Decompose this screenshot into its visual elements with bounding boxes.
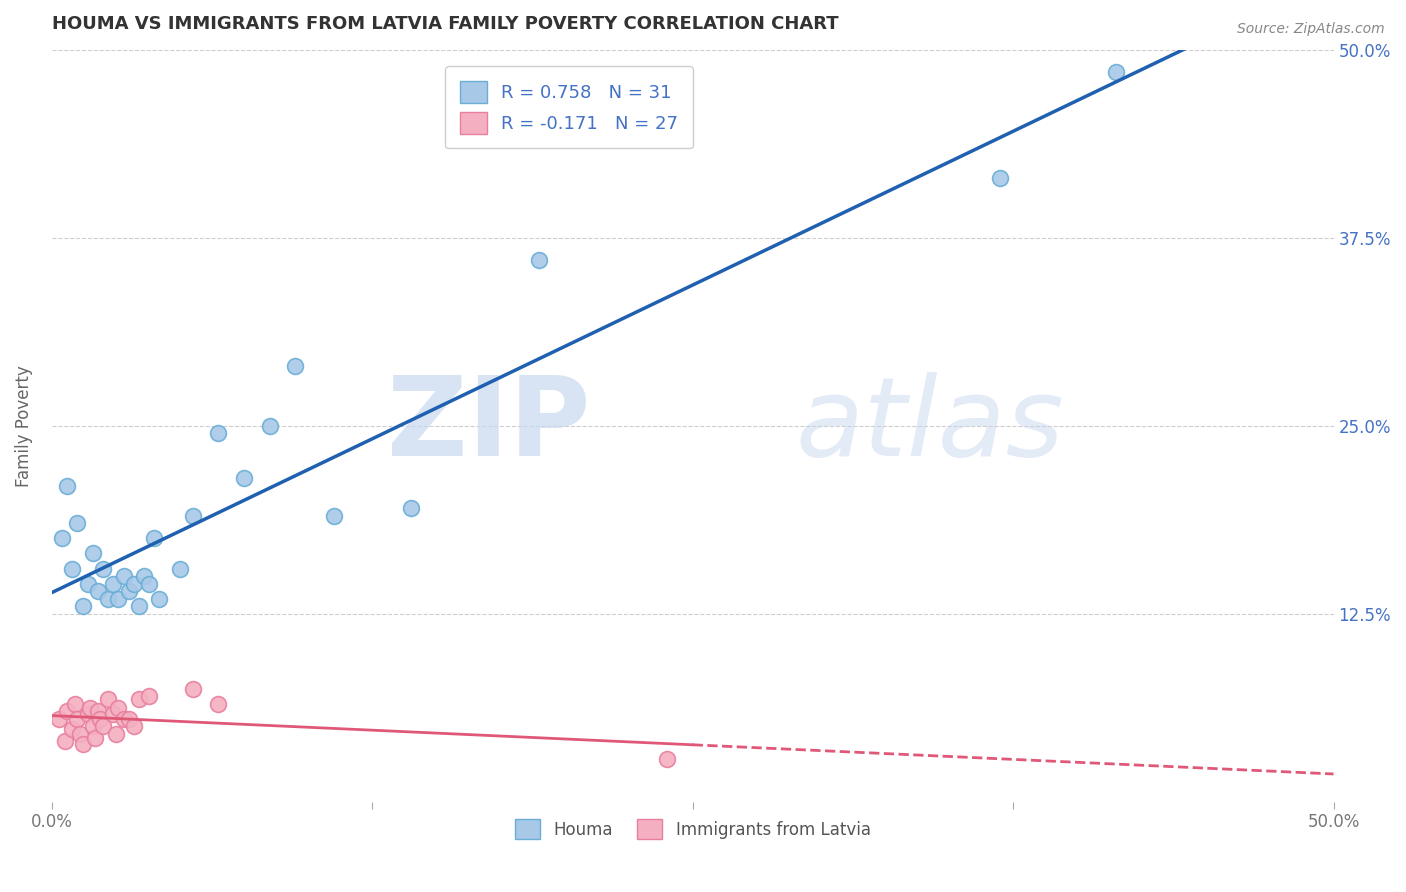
Point — [63, 697, 86, 711]
Point — [233, 471, 256, 485]
Point — [128, 692, 150, 706]
Point — [79, 701, 101, 715]
Point — [169, 561, 191, 575]
Point — [60, 561, 83, 575]
Y-axis label: Family Poverty: Family Poverty — [15, 365, 32, 486]
Point — [118, 712, 141, 726]
Point — [112, 712, 135, 726]
Point — [107, 591, 129, 606]
Point — [181, 508, 204, 523]
Point — [399, 501, 422, 516]
Point — [138, 690, 160, 704]
Point — [72, 599, 94, 614]
Point — [207, 426, 229, 441]
Point — [91, 561, 114, 575]
Point — [97, 692, 120, 706]
Point — [138, 576, 160, 591]
Text: HOUMA VS IMMIGRANTS FROM LATVIA FAMILY POVERTY CORRELATION CHART: HOUMA VS IMMIGRANTS FROM LATVIA FAMILY P… — [52, 15, 838, 33]
Point — [53, 734, 76, 748]
Point — [48, 712, 70, 726]
Point — [87, 704, 110, 718]
Point — [143, 532, 166, 546]
Point — [207, 697, 229, 711]
Point — [91, 719, 114, 733]
Point — [97, 591, 120, 606]
Text: Source: ZipAtlas.com: Source: ZipAtlas.com — [1237, 22, 1385, 37]
Point — [284, 359, 307, 373]
Point — [56, 704, 79, 718]
Point — [181, 681, 204, 696]
Point — [107, 701, 129, 715]
Point — [1104, 65, 1126, 79]
Point — [988, 170, 1011, 185]
Point — [56, 479, 79, 493]
Point — [122, 576, 145, 591]
Point — [103, 707, 125, 722]
Point — [82, 547, 104, 561]
Point — [527, 253, 550, 268]
Point — [118, 584, 141, 599]
Point — [322, 508, 344, 523]
Point — [76, 576, 98, 591]
Point — [84, 731, 107, 746]
Text: ZIP: ZIP — [387, 372, 591, 479]
Point — [128, 599, 150, 614]
Point — [87, 584, 110, 599]
Point — [655, 752, 678, 766]
Legend: Houma, Immigrants from Latvia: Houma, Immigrants from Latvia — [508, 813, 877, 846]
Point — [66, 712, 89, 726]
Point — [132, 569, 155, 583]
Point — [82, 719, 104, 733]
Point — [112, 569, 135, 583]
Point — [148, 591, 170, 606]
Point — [51, 532, 73, 546]
Point — [103, 576, 125, 591]
Point — [259, 418, 281, 433]
Text: atlas: atlas — [796, 372, 1064, 479]
Point — [72, 738, 94, 752]
Point — [122, 719, 145, 733]
Point — [104, 727, 127, 741]
Point — [60, 723, 83, 737]
Point — [69, 727, 91, 741]
Point — [89, 712, 111, 726]
Point — [76, 707, 98, 722]
Point — [66, 516, 89, 531]
